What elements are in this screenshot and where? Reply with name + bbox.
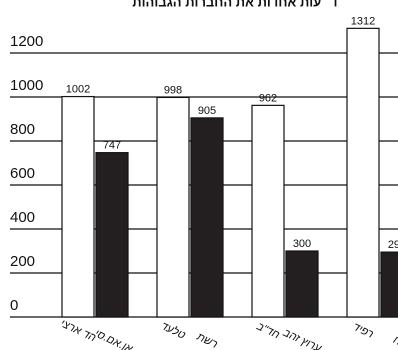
y-tick-label: 400 <box>10 209 35 226</box>
bar <box>156 96 190 318</box>
bar <box>190 117 224 318</box>
bar <box>346 27 380 318</box>
value-label: 998 <box>164 84 182 96</box>
y-tick-label: 1200 <box>10 33 43 50</box>
y-tick-label: 0 <box>10 297 18 314</box>
value-label: 1312 <box>351 15 375 27</box>
bar <box>285 250 319 318</box>
value-label: 300 <box>293 238 311 250</box>
x-tick-label: אן.אם.סי. <box>90 326 135 350</box>
y-tick-label: 800 <box>10 121 35 138</box>
x-tick-label: חד"ב <box>254 320 282 341</box>
bar <box>95 152 129 318</box>
y-tick-label: 600 <box>10 165 35 182</box>
x-tick-label: רפיד <box>351 321 375 341</box>
x-tick-label: ערוץ זהב <box>280 326 323 350</box>
chart-title: ד׳ עות אחדות את החברות הגבוהות <box>132 0 338 9</box>
bar <box>61 95 95 318</box>
value-label: 295 <box>388 239 398 251</box>
value-label: 1002 <box>66 83 90 95</box>
value-label: 962 <box>259 92 277 104</box>
x-tick-label: רשת <box>194 331 220 350</box>
value-label: 905 <box>198 105 216 117</box>
x-tick-label: ח <box>391 334 398 348</box>
y-tick-label: 1000 <box>10 77 43 94</box>
value-label: 747 <box>103 140 121 152</box>
y-tick-label: 200 <box>10 253 35 270</box>
bar <box>251 104 285 318</box>
x-tick-label: טלעד <box>159 319 188 342</box>
bar <box>380 251 398 318</box>
